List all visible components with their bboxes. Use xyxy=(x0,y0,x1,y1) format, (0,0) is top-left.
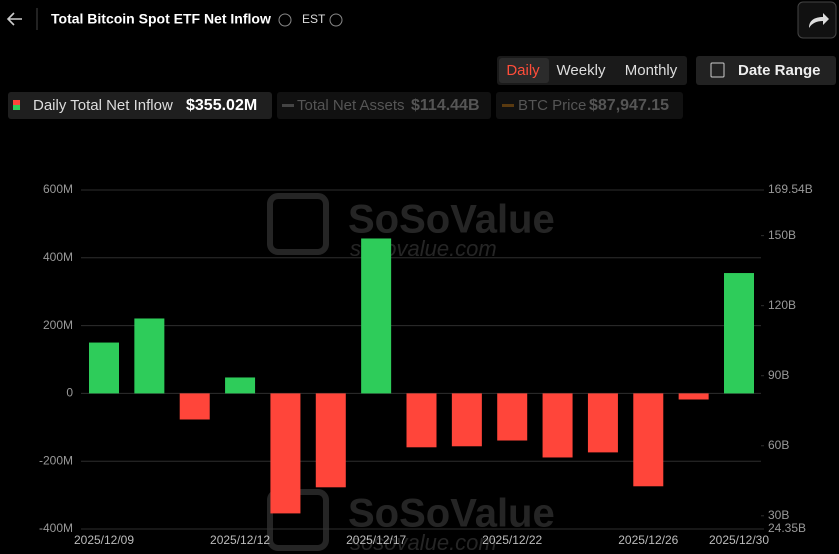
watermark-logo xyxy=(267,193,329,255)
x-tick-label: 2025/12/09 xyxy=(74,533,134,547)
bar xyxy=(134,318,165,394)
bar xyxy=(315,393,346,488)
legend-value: $355.02M xyxy=(186,97,257,114)
y-tick-label: -400M xyxy=(39,521,73,535)
info-icon[interactable] xyxy=(329,13,343,27)
bar xyxy=(542,393,573,458)
legend-item[interactable] xyxy=(277,92,491,119)
x-tick-label: 2025/12/26 xyxy=(618,533,678,547)
x-tick-label: 2025/12/12 xyxy=(210,533,270,547)
legend-value: $114.44B xyxy=(411,97,480,114)
bar xyxy=(270,393,301,514)
watermark: SoSoValue sosovalue.com SoSoValue sosova… xyxy=(267,193,555,554)
watermark-site: sosovalue.com xyxy=(350,530,497,554)
bar xyxy=(497,393,528,441)
date-range-button[interactable] xyxy=(696,56,836,85)
watermark-text: SoSoValue xyxy=(348,198,555,242)
y-tick-label: 0 xyxy=(66,386,73,400)
timezone: EST xyxy=(302,12,326,26)
legend-label: Daily Total Net Inflow xyxy=(33,97,173,114)
tab[interactable]: Weekly xyxy=(557,62,606,79)
tab[interactable]: Monthly xyxy=(625,62,678,79)
y2-tick-label: 169.54B xyxy=(768,182,813,196)
bar xyxy=(633,393,664,487)
legend-swatch xyxy=(502,104,514,107)
tab-active xyxy=(499,58,549,83)
y2-tick-label: 60B xyxy=(768,438,789,452)
bar xyxy=(678,393,709,400)
y-tick-label: 200M xyxy=(43,318,73,332)
calendar-icon xyxy=(710,62,725,78)
legend-item[interactable] xyxy=(496,92,683,119)
y-tick-label: 600M xyxy=(43,182,73,196)
y2-tick-label: 150B xyxy=(768,228,796,242)
bar xyxy=(406,393,437,448)
bar xyxy=(225,377,256,394)
y-tick-label: -200M xyxy=(39,453,73,467)
page-title: Total Bitcoin Spot ETF Net Inflow xyxy=(51,11,271,27)
bar xyxy=(179,393,210,420)
date-range-label: Date Range xyxy=(738,62,821,79)
legend-swatch xyxy=(13,105,20,110)
bar xyxy=(587,393,618,453)
share-icon xyxy=(809,13,829,28)
legend-label: BTC Price xyxy=(518,97,586,114)
legend-value: $87,947.15 xyxy=(589,97,669,114)
y2-tick-label: 90B xyxy=(768,368,789,382)
bar xyxy=(724,273,754,394)
legend-label: Total Net Assets xyxy=(297,97,405,114)
y2-tick-label: 24.35B xyxy=(768,521,806,535)
watermark-text: SoSoValue xyxy=(348,492,555,536)
y2-tick-label: 120B xyxy=(768,298,796,312)
y2-tick-label: 30B xyxy=(768,508,789,522)
legend-item[interactable] xyxy=(8,92,272,119)
legend-swatch xyxy=(282,104,294,107)
back-icon[interactable] xyxy=(6,12,22,26)
x-tick-label: 2025/12/22 xyxy=(482,533,542,547)
bar xyxy=(451,393,482,447)
bar xyxy=(89,342,119,394)
y-tick-label: 400M xyxy=(43,250,73,264)
x-tick-label: 2025/12/17 xyxy=(346,533,406,547)
x-tick-label: 2025/12/30 xyxy=(709,533,769,547)
tab[interactable]: Daily xyxy=(506,62,540,79)
bar xyxy=(361,238,392,394)
legend-swatch xyxy=(13,100,20,105)
info-icon[interactable] xyxy=(278,13,292,27)
